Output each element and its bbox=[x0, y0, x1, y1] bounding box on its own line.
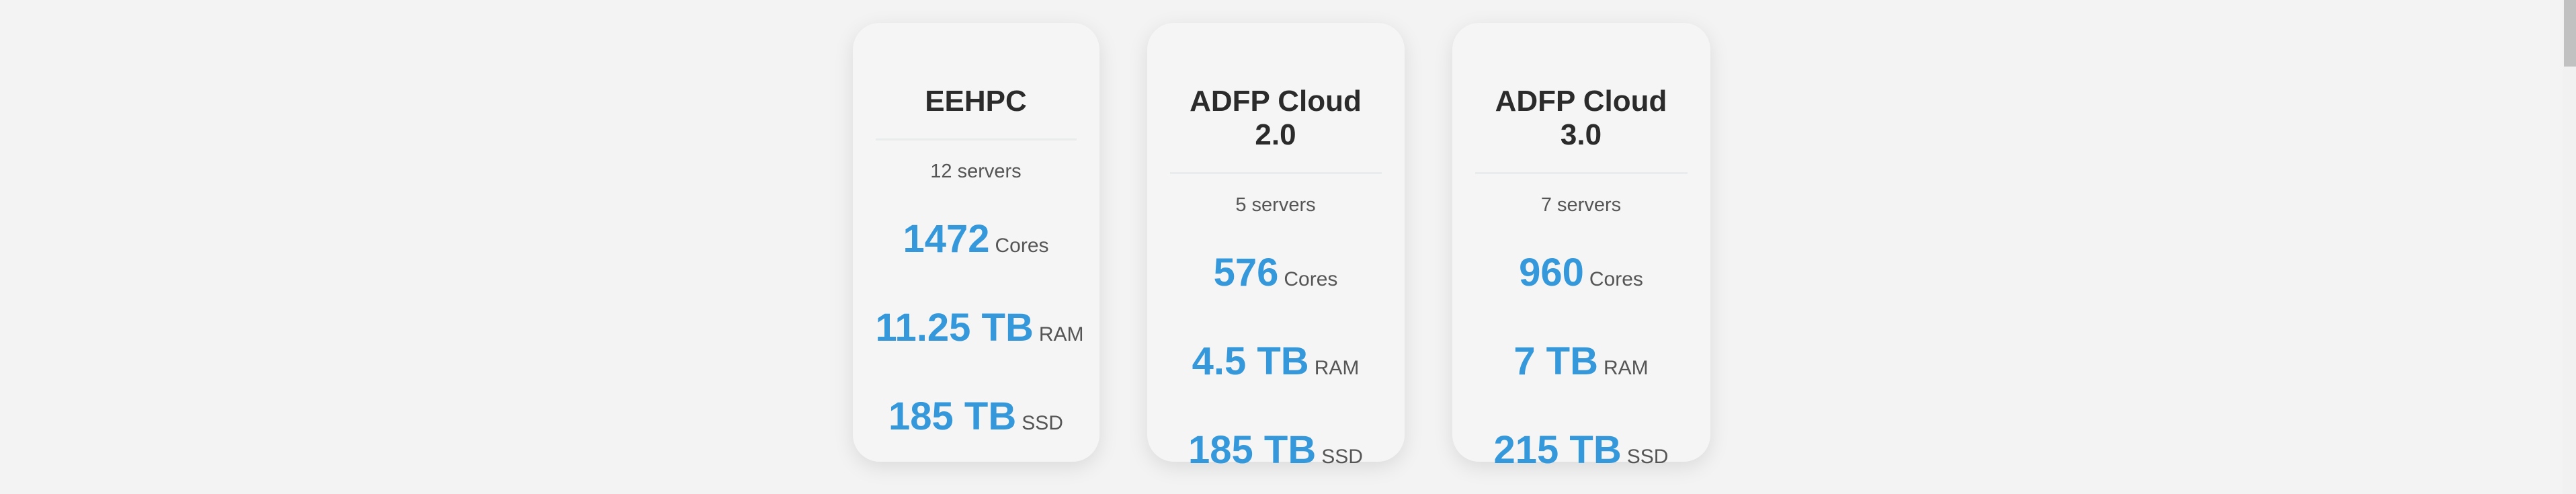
divider bbox=[1474, 172, 1688, 174]
cores-value: 960 bbox=[1519, 251, 1584, 294]
cluster-cards: EEHPC 12 servers 1472 Cores 11.25 TB RAM 1… bbox=[0, 23, 2563, 472]
ssd-unit: SSD bbox=[1626, 446, 1669, 468]
cluster-card-adfp-cloud-2: ADFP Cloud 2.0 5 servers 576 Cores 4.5 TB… bbox=[1147, 23, 1405, 472]
ssd-unit: SSD bbox=[1321, 446, 1363, 468]
vertical-scrollbar[interactable] bbox=[2563, 0, 2576, 494]
cores-unit: Cores bbox=[1284, 268, 1338, 290]
cluster-card-eehpc: EEHPC 12 servers 1472 Cores 11.25 TB RAM 1… bbox=[852, 23, 1099, 462]
server-count: 12 servers bbox=[930, 161, 1022, 182]
ram-stat: 7 TB RAM bbox=[1475, 339, 1688, 394]
server-count: 7 servers bbox=[1540, 194, 1622, 216]
ram-unit: RAM bbox=[1038, 323, 1084, 345]
card-title: ADFP Cloud 3.0 bbox=[1495, 85, 1667, 151]
ram-value: 11.25 TB bbox=[875, 306, 1034, 349]
ssd-unit: SSD bbox=[1022, 412, 1063, 434]
ssd-stat: 185 TB SSD bbox=[1170, 428, 1382, 483]
ram-unit: RAM bbox=[1604, 357, 1649, 379]
ssd-value: 215 TB bbox=[1493, 428, 1622, 472]
cores-value: 1472 bbox=[903, 217, 990, 261]
ram-unit: RAM bbox=[1314, 357, 1360, 379]
server-count: 5 servers bbox=[1235, 194, 1316, 216]
divider bbox=[875, 138, 1077, 140]
cores-stat: 1472 Cores bbox=[876, 217, 1077, 272]
ssd-stat: 185 TB SSD bbox=[876, 395, 1077, 449]
ram-value: 4.5 TB bbox=[1192, 339, 1309, 383]
cores-unit: Cores bbox=[995, 235, 1049, 257]
cores-stat: 576 Cores bbox=[1170, 251, 1382, 305]
cores-value: 576 bbox=[1213, 251, 1279, 294]
ssd-value: 185 TB bbox=[888, 395, 1017, 438]
cluster-card-adfp-cloud-3: ADFP Cloud 3.0 7 servers 960 Cores 7 TB RA… bbox=[1452, 23, 1710, 472]
ssd-stat: 215 TB SSD bbox=[1475, 428, 1688, 483]
cores-unit: Cores bbox=[1589, 268, 1643, 290]
divider bbox=[1169, 172, 1382, 174]
scrollbar-thumb[interactable] bbox=[2564, 0, 2576, 67]
ram-stat: 11.25 TB RAM bbox=[875, 306, 1084, 360]
ram-value: 7 TB bbox=[1513, 339, 1598, 383]
ram-stat: 4.5 TB RAM bbox=[1170, 339, 1382, 394]
card-title: EEHPC bbox=[925, 85, 1027, 118]
card-title: ADFP Cloud 2.0 bbox=[1190, 85, 1362, 151]
ssd-value: 185 TB bbox=[1188, 428, 1317, 472]
cores-stat: 960 Cores bbox=[1475, 251, 1688, 305]
